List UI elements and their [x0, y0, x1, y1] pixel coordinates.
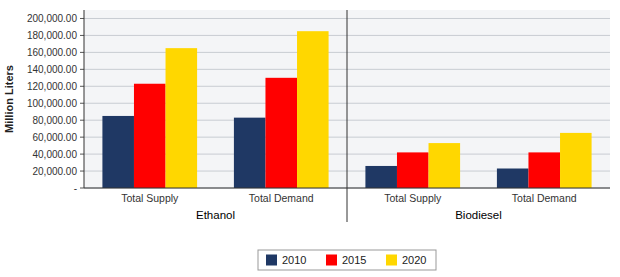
- x-tick-label: Total Demand: [512, 192, 577, 204]
- tick-mark: [80, 137, 84, 138]
- legend-swatch: [386, 255, 397, 266]
- y-axis-label: Million Liters: [3, 65, 15, 133]
- y-tick-label: 180,000.00: [27, 30, 77, 41]
- tick-mark: [80, 154, 84, 155]
- tick-mark: [80, 52, 84, 53]
- section-label: Biodiesel: [455, 209, 502, 221]
- tick-mark: [80, 18, 84, 19]
- legend-frame: [258, 250, 436, 270]
- tick-mark: [80, 171, 84, 172]
- x-tick-label: Total Supply: [121, 192, 179, 204]
- y-tick-label: 140,000.00: [27, 64, 77, 75]
- y-tick-label: 80,000.00: [33, 115, 78, 126]
- bar: [429, 143, 461, 188]
- bar: [528, 152, 560, 188]
- bar: [166, 48, 198, 188]
- tick-mark: [80, 86, 84, 87]
- tick-mark: [80, 69, 84, 70]
- bar: [297, 31, 329, 188]
- tick-mark: [80, 188, 84, 189]
- bar: [234, 118, 266, 188]
- x-tick-label: Total Demand: [249, 192, 314, 204]
- section-divider: [347, 10, 348, 222]
- bar: [265, 78, 297, 188]
- tick-mark: [80, 120, 84, 121]
- section-label: Ethanol: [196, 209, 235, 221]
- tick-mark: [80, 35, 84, 36]
- y-tick-label: 160,000.00: [27, 47, 77, 58]
- legend-label: 2015: [342, 254, 366, 266]
- y-tick-label: 40,000.00: [33, 149, 78, 160]
- y-tick-label: 200,000.00: [27, 13, 77, 24]
- legend: 2010 2015 2020: [258, 250, 436, 270]
- bar: [134, 84, 166, 188]
- legend-swatch: [266, 255, 277, 266]
- y-axis-line: [84, 10, 85, 188]
- bar: [560, 133, 592, 188]
- bar: [497, 169, 529, 188]
- legend-label: 2010: [282, 254, 306, 266]
- bar: [397, 152, 429, 188]
- y-tick-label: -: [74, 183, 77, 194]
- y-tick-label: 100,000.00: [27, 98, 77, 109]
- bar: [365, 166, 397, 188]
- y-tick-label: 120,000.00: [27, 81, 77, 92]
- bar: [102, 116, 134, 188]
- chart: - 20,000.00 40,000.00 60,000.00 80,000.00 100…: [0, 0, 620, 277]
- x-tick-label: Total Supply: [384, 192, 442, 204]
- tick-mark: [80, 103, 84, 104]
- y-tick-label: 20,000.00: [33, 166, 78, 177]
- legend-label: 2020: [402, 254, 426, 266]
- y-tick-label: 60,000.00: [33, 132, 78, 143]
- legend-swatch: [326, 255, 337, 266]
